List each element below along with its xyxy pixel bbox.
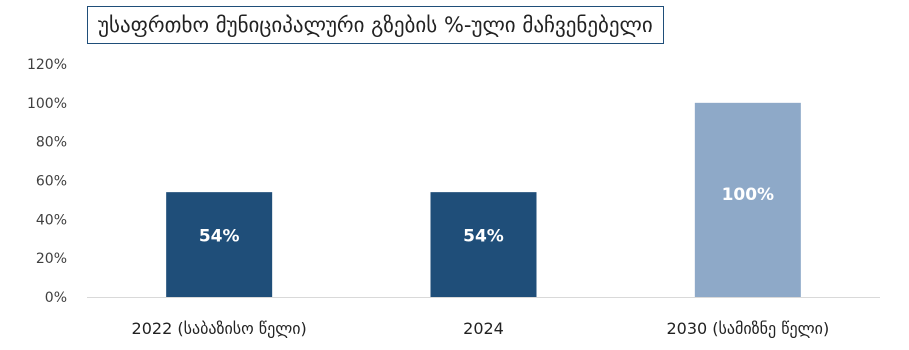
y-tick-label: 80%: [36, 135, 67, 151]
y-tick-label: 120%: [27, 57, 67, 73]
y-tick-label: 20%: [36, 251, 67, 267]
y-tick-label: 60%: [36, 174, 67, 190]
bar-1: [166, 192, 273, 297]
y-tick-label: 0%: [45, 290, 67, 306]
data-label: 54%: [199, 226, 240, 246]
chart-title: უსაფრთხო მუნიციპალური გზების %-ული მაჩვე…: [87, 6, 664, 44]
x-category-label: 2030 (სამიზნე წელი): [666, 319, 829, 338]
data-label: 100%: [722, 185, 775, 205]
bar-3: [694, 102, 801, 297]
y-tick-label: 40%: [36, 212, 67, 228]
y-tick-label: 100%: [27, 96, 67, 112]
data-label: 54%: [463, 226, 504, 246]
x-category-label: 2024: [463, 319, 504, 338]
x-category-label: 2022 (საბაზისო წელი): [132, 319, 307, 338]
bar-2: [430, 192, 537, 297]
